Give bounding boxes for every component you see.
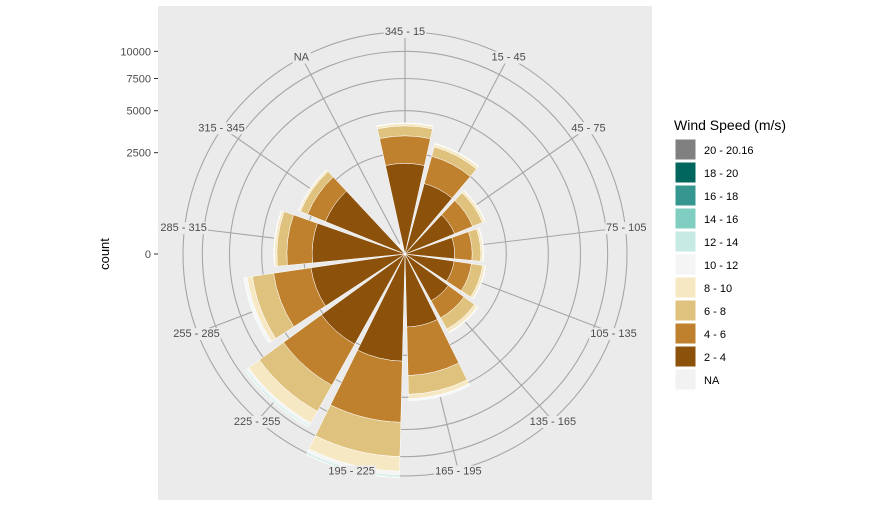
direction-label-1: 15 - 45	[492, 52, 526, 64]
legend-key-7	[674, 299, 697, 322]
legend-key-0	[674, 138, 697, 161]
bar-3-6	[478, 227, 484, 262]
legend-key-4	[674, 230, 697, 253]
bar-6-8	[408, 385, 471, 402]
legend-label-3: 14 - 16	[704, 214, 738, 226]
direction-label-bg-11	[197, 122, 246, 135]
direction-label-7: 195 - 225	[328, 466, 374, 478]
direction-label-4: 105 - 135	[590, 328, 636, 340]
direction-label-8: 225 - 255	[234, 416, 280, 428]
direction-labels: 345 - 15 15 - 45 45 - 75 75 - 105 105 - 135 1…	[159, 26, 648, 478]
direction-label-10: 285 - 315	[160, 222, 206, 234]
legend-label-1: 18 - 20	[704, 168, 738, 180]
bar-10-7	[273, 210, 282, 267]
legend-key-5	[674, 253, 697, 276]
direction-label-bg-6	[434, 465, 483, 478]
legend-key-10	[674, 368, 697, 391]
legend-label-2: 16 - 18	[704, 191, 738, 203]
legend-label-9: 2 - 4	[704, 352, 726, 364]
legend-label-10: NA	[704, 375, 720, 387]
bar-0-1	[379, 135, 431, 166]
y-tick-label-3: 7500	[127, 73, 151, 85]
direction-label-5: 135 - 165	[530, 416, 576, 428]
legend-label-6: 8 - 10	[704, 283, 732, 295]
bar-4-6	[473, 265, 487, 300]
direction-label-11: 315 - 345	[198, 122, 244, 134]
y-tick-label-2: 5000	[127, 106, 151, 118]
legend-title: Wind Speed (m/s)	[674, 117, 786, 133]
legend-key-9	[674, 345, 697, 368]
direction-label-0: 345 - 15	[385, 26, 425, 38]
bar-0-7	[376, 122, 434, 127]
y-tick-label-1: 2500	[127, 148, 151, 160]
legend-label-5: 10 - 12	[704, 260, 738, 272]
direction-label-bg-9	[172, 328, 221, 341]
legend-label-0: 20 - 20.16	[704, 145, 754, 157]
direction-label-2: 45 - 75	[571, 122, 605, 134]
direction-label-bg-4	[589, 328, 638, 341]
direction-label-bg-5	[528, 415, 578, 428]
legend-label-4: 12 - 14	[704, 237, 738, 249]
direction-label-bg-10	[159, 222, 208, 235]
bar-9-9	[243, 277, 270, 344]
y-tick-label-0: 0	[145, 249, 151, 261]
wind-bars	[243, 122, 487, 478]
bar-12-10	[397, 242, 406, 255]
bar-8-9	[244, 370, 309, 428]
direction-label-bg-12	[292, 51, 311, 64]
legend-label-8: 4 - 6	[704, 329, 726, 341]
legend: Wind Speed (m/s) 20 - 20.16 18 - 20 16 - 1…	[674, 117, 786, 391]
direction-label-9: 255 - 285	[173, 328, 219, 340]
y-axis: 0 2500 5000 7500 10000	[120, 46, 158, 261]
grid-spoke-12	[301, 57, 406, 255]
direction-label-bg-8	[232, 415, 282, 428]
y-tick-label-4: 10000	[120, 46, 151, 58]
legend-key-1	[674, 161, 697, 184]
legend-key-3	[674, 207, 697, 230]
bar-2-6	[463, 190, 486, 222]
direction-label-6: 165 - 195	[435, 466, 481, 478]
direction-label-3: 75 - 105	[606, 222, 646, 234]
direction-label-bg-3	[605, 222, 648, 235]
legend-key-2	[674, 184, 697, 207]
direction-label-bg-2	[570, 122, 607, 135]
bar-11-6	[298, 169, 327, 211]
legend-key-8	[674, 322, 697, 345]
direction-label-bg-7	[327, 465, 376, 478]
legend-key-6	[674, 276, 697, 299]
direction-label-12: NA	[294, 52, 310, 64]
legend-label-7: 6 - 8	[704, 306, 726, 318]
direction-label-bg-0	[383, 26, 427, 38]
bar-5-7	[448, 306, 479, 334]
y-axis-title: count	[97, 238, 112, 270]
direction-label-bg-1	[490, 51, 527, 64]
bar-1-7	[434, 143, 480, 167]
